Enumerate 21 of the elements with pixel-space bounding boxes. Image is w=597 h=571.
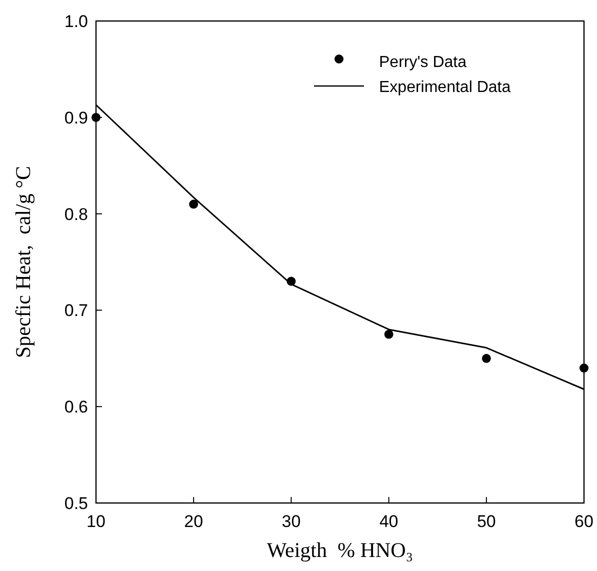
y-tick-label: 0.5 [64, 494, 88, 513]
point [92, 112, 100, 122]
y-tick-label: 0.9 [64, 108, 88, 128]
y-tick-label: 1.0 [64, 12, 88, 31]
point [580, 364, 588, 373]
x-axis-title: Weigth % HNO₃ [266, 538, 414, 562]
point [482, 354, 491, 363]
y-tick-label: 0.7 [64, 301, 88, 320]
legend-label: Perry's Data [379, 54, 467, 71]
point [189, 200, 198, 209]
x-tick-label: 50 [476, 512, 496, 531]
x-tick-label: 60 [574, 512, 594, 531]
x-tick-label: 20 [184, 512, 204, 531]
y-axis-title: Specfic Heat, cal/g °C [11, 166, 35, 358]
x-tick-label: 40 [379, 512, 398, 531]
x-tick-label: 30 [282, 512, 301, 531]
point [384, 330, 394, 339]
legend-label: Experimental Data [379, 79, 511, 96]
y-tick-label: 0.8 [64, 204, 88, 224]
x-tick-label: 10 [86, 512, 106, 531]
y-tick-label: 0.6 [64, 398, 88, 417]
